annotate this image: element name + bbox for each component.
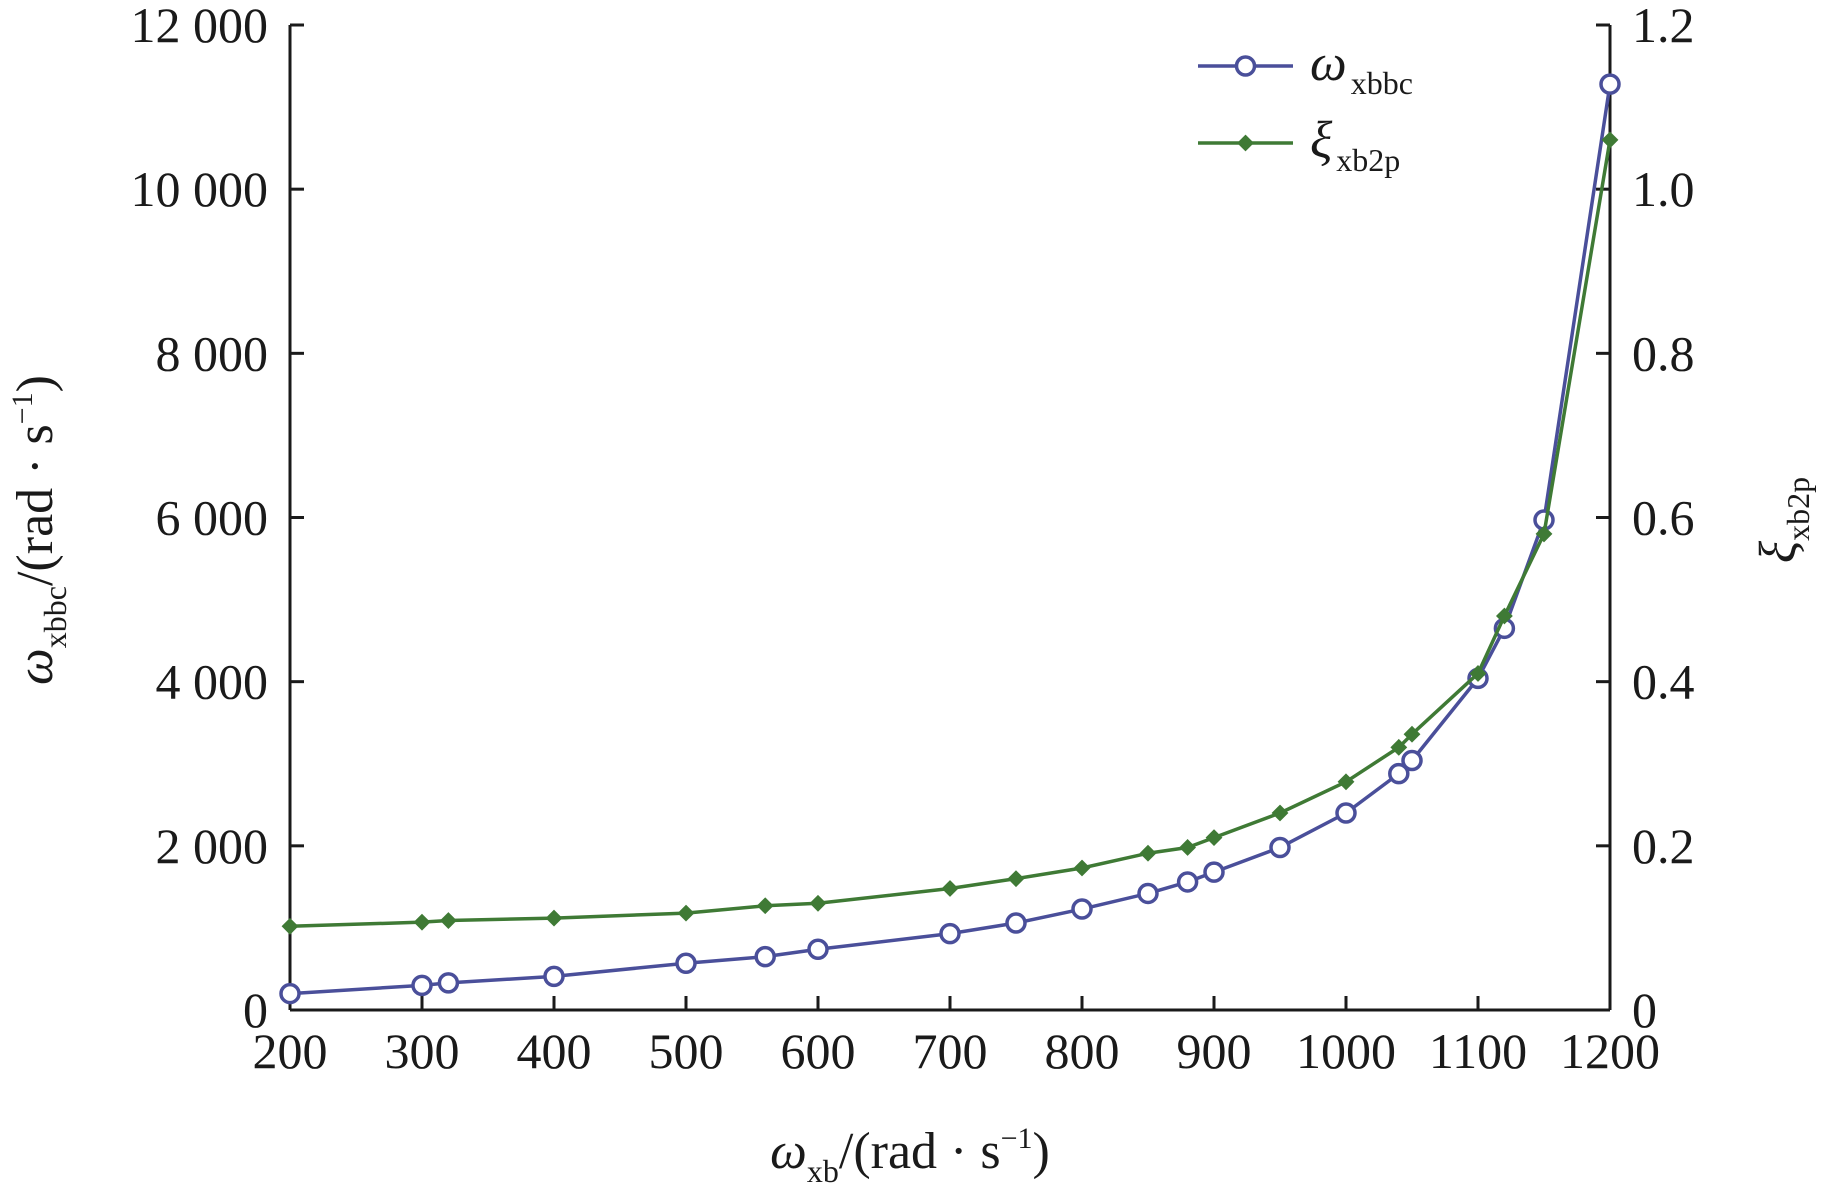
data-point [1335,802,1357,824]
data-point [1337,773,1355,791]
data-point [1271,804,1289,822]
x-tick-label: 1100 [1429,1023,1527,1079]
data-point [1390,738,1408,756]
x-tick-label: 500 [649,1023,724,1079]
y-right-axis-label-sub: xb2p [1780,477,1816,541]
y-left-tick-label: 8 000 [156,325,269,381]
data-point [1388,762,1410,785]
data-point [1139,844,1157,862]
data-point [1071,898,1093,920]
data-point [543,965,565,988]
y-left-tick-label: 6 000 [156,490,269,546]
x-axis-label-sub: xb [807,1153,839,1189]
y-left-tick-label: 10 000 [131,161,269,217]
data-point [1601,131,1619,149]
data-point [756,897,774,915]
y-left-tick-label: 4 000 [156,654,269,710]
data-point [1203,861,1225,883]
legend-label: ξ xb2p [1310,112,1400,178]
y-left-tick-label: 2 000 [156,818,269,874]
legend-swatch-marker [1234,55,1257,77]
x-tick-label: 300 [385,1023,460,1079]
x-tick-label: 400 [517,1023,592,1079]
data-point [1403,725,1421,743]
data-point [939,922,961,945]
y-left-axis-label-sup: −1 [6,392,39,424]
data-point [675,952,697,974]
x-tick-label: 200 [253,1023,328,1079]
x-axis-label-sup: −1 [1001,1122,1033,1155]
data-point [1073,859,1091,877]
data-point [1176,871,1199,893]
y-right-tick-label: 0 [1632,982,1657,1038]
y-left-axis-label-main: ω [7,648,64,685]
y-left-axis-label: ωxbbc/(rad · s−1) [6,375,73,685]
y-left-axis-label-close: ) [7,375,64,392]
data-point [1005,912,1027,934]
y-right-tick-label: 0.6 [1632,490,1695,546]
data-point [1599,73,1621,95]
series-line [289,139,1612,929]
x-tick-label: 700 [913,1023,988,1079]
y-left-axis-label-unit: /(rad · s [7,424,64,586]
legend-label-main: ω [1310,35,1347,92]
data-point [411,974,433,997]
data-point [941,880,959,897]
legend-swatch-marker [1237,134,1254,152]
data-point [439,912,457,929]
y-right-tick-label: 0.4 [1632,654,1695,710]
x-tick-label: 800 [1045,1023,1120,1079]
y-right-tick-label: 1.2 [1632,0,1695,53]
x-axis-label-main: ω [770,1123,807,1180]
series-0 [279,73,1621,1005]
data-point [279,982,301,1005]
x-tick-label: 600 [781,1023,856,1079]
x-tick-label: 1000 [1296,1023,1396,1079]
data-point [1535,525,1553,543]
legend-item: ξ xb2p [1198,112,1400,178]
y-left-axis-label-sub: xbbc [37,586,73,648]
y-left-tick-label: 12 000 [131,0,269,53]
data-point [677,904,695,922]
legend-item: ω xbbc [1198,35,1413,101]
x-tick-label: 900 [1177,1023,1252,1079]
legend-label-sub: xbbc [1351,65,1413,101]
legend-label-main: ξ [1310,112,1333,169]
data-point [809,894,827,912]
data-point [281,917,299,935]
data-point [754,945,776,968]
series-layer [279,73,1621,1005]
x-axis-label: ωxb/(rad · s−1) [770,1122,1050,1189]
x-axis-label-close: ) [1033,1123,1050,1180]
data-point [1495,607,1513,625]
series-line [289,83,1612,996]
y-right-tick-label: 0.2 [1632,818,1695,874]
data-point [1401,749,1423,772]
data-point [437,972,460,994]
data-point [1205,829,1223,847]
data-point [413,913,431,931]
y-right-axis-label-main: ξ [1750,540,1807,563]
series-1 [281,131,1619,935]
data-point [1269,836,1291,859]
y-left-tick-label: 0 [243,982,268,1038]
legend-label: ω xbbc [1310,35,1413,101]
y-right-axis-label: ξxb2p [1750,477,1816,563]
data-point [1007,870,1025,888]
data-point [545,909,563,927]
data-point [807,938,829,961]
x-axis-label-unit: /(rad · s [839,1123,1001,1180]
data-point [1179,839,1197,856]
y-right-tick-label: 1.0 [1632,161,1695,217]
data-point [1469,665,1487,682]
y-right-tick-label: 0.8 [1632,325,1695,381]
data-point [1137,882,1159,905]
x-tick-label: 1200 [1560,1023,1660,1079]
legend-label-sub: xb2p [1336,142,1400,178]
